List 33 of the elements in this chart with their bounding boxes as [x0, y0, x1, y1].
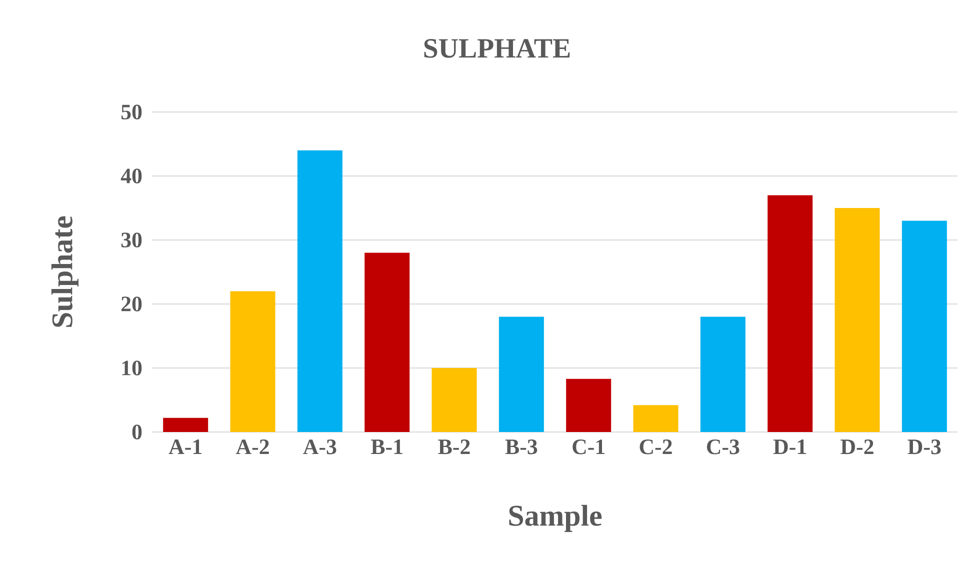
x-tick-label: D-1 [773, 440, 806, 454]
bar [364, 252, 410, 432]
x-tick-label: B-3 [505, 440, 538, 454]
bar [700, 316, 746, 432]
y-tick-label: 20 [121, 296, 142, 312]
x-tick-label: C-3 [706, 440, 740, 454]
y-tick-label: 30 [121, 232, 142, 248]
x-tick-label: A-1 [168, 440, 202, 454]
x-tick-label: A-2 [236, 440, 269, 454]
chart-title: SULPHATE [424, 39, 570, 58]
bar [297, 150, 342, 432]
bar [566, 378, 612, 432]
bar [768, 195, 813, 432]
bar [633, 405, 678, 432]
y-tick-label: 0 [132, 424, 142, 440]
y-tick-label: 10 [122, 360, 142, 376]
x-tick-label: C-2 [640, 440, 672, 454]
bar [230, 291, 276, 432]
x-tick-label: B-2 [438, 440, 470, 454]
x-tick-label: A-3 [303, 440, 336, 454]
x-tick-label: D-2 [840, 440, 874, 454]
bar [163, 418, 208, 432]
bar [498, 316, 544, 432]
y-axis-title: Sulphate [51, 216, 78, 327]
y-tick-label: 40 [120, 168, 142, 184]
bar [834, 208, 880, 432]
x-tick-label: B-1 [371, 440, 402, 454]
x-tick-label: C-1 [572, 440, 604, 454]
bar [432, 368, 477, 432]
x-tick-label: D-3 [908, 440, 941, 454]
x-axis-title: Sample [509, 504, 602, 532]
y-tick-label: 50 [121, 104, 142, 120]
bar [902, 220, 947, 432]
